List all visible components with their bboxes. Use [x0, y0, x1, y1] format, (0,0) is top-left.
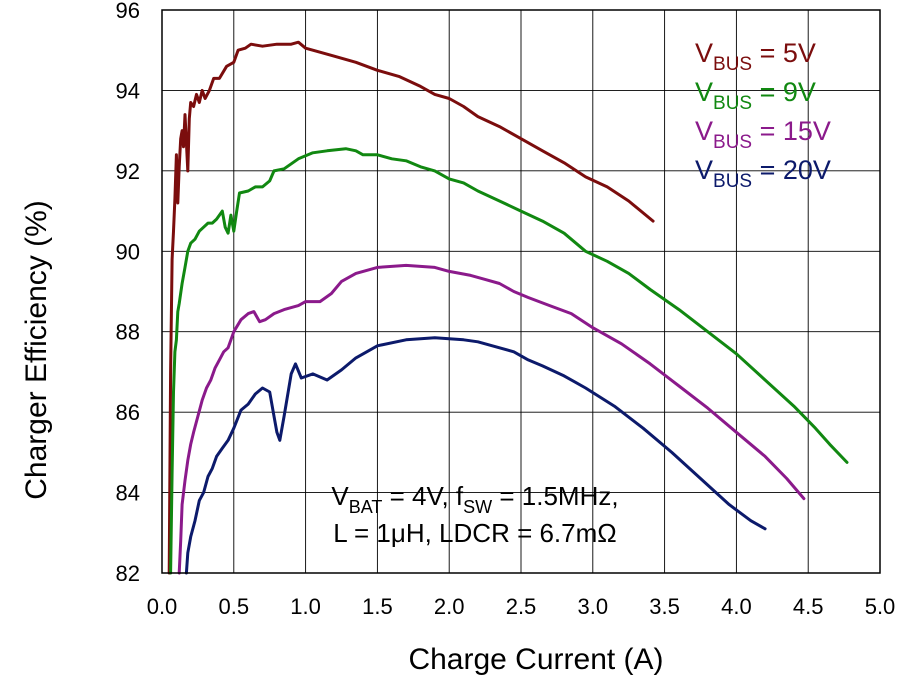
series-line-1	[169, 147, 849, 575]
y-tick-label: 94	[116, 78, 140, 103]
x-tick-label: 1.5	[362, 594, 393, 619]
x-tick-label: 1.0	[290, 594, 321, 619]
y-tick-labels: 82 84 86 88 90 92 94 96	[116, 0, 140, 586]
x-tick-label: 2.0	[434, 594, 465, 619]
y-tick-label: 82	[116, 561, 140, 586]
x-tick-label: 4.0	[721, 594, 752, 619]
y-axis-title: Charger Efficiency (%)	[20, 200, 53, 500]
x-tick-label: 5.0	[865, 594, 896, 619]
annotation-line-2: L = 1μH, LDCR = 6.7mΩ	[333, 518, 616, 548]
x-tick-labels: 0.0 0.5 1.0 1.5 2.0 2.5 3.0 3.5 4.0 4.5 5.0	[147, 594, 896, 619]
annotation: VBAT = 4V, fSW = 1.5MHz, L = 1μH, LDCR =…	[331, 481, 618, 548]
series-line-0	[167, 40, 655, 575]
y-tick-label: 86	[116, 400, 140, 425]
series-line-3	[184, 336, 767, 575]
y-tick-label: 96	[116, 0, 140, 23]
legend-entry-0: VBUS = 5V	[695, 38, 816, 75]
x-axis-title: Charge Current (A)	[408, 643, 663, 676]
y-tick-label: 84	[116, 481, 140, 506]
series-lines	[167, 40, 849, 575]
legend-entry-1: VBUS = 9V	[695, 77, 816, 114]
series-line-2	[177, 263, 806, 575]
x-tick-label: 2.5	[506, 594, 537, 619]
plot-frame	[161, 9, 881, 574]
legend-entry-3: VBUS = 20V	[695, 155, 831, 192]
x-tick-label: 3.0	[578, 594, 609, 619]
y-tick-label: 90	[116, 239, 140, 264]
x-tick-label: 0.0	[147, 594, 178, 619]
gridlines	[162, 10, 880, 573]
annotation-line-1: VBAT = 4V, fSW = 1.5MHz,	[331, 481, 618, 517]
x-tick-label: 4.5	[793, 594, 824, 619]
x-tick-label: 3.5	[649, 594, 680, 619]
y-tick-label: 92	[116, 159, 140, 184]
legend-entry-2: VBUS = 15V	[695, 116, 831, 153]
x-tick-label: 0.5	[219, 594, 250, 619]
y-tick-label: 88	[116, 320, 140, 345]
